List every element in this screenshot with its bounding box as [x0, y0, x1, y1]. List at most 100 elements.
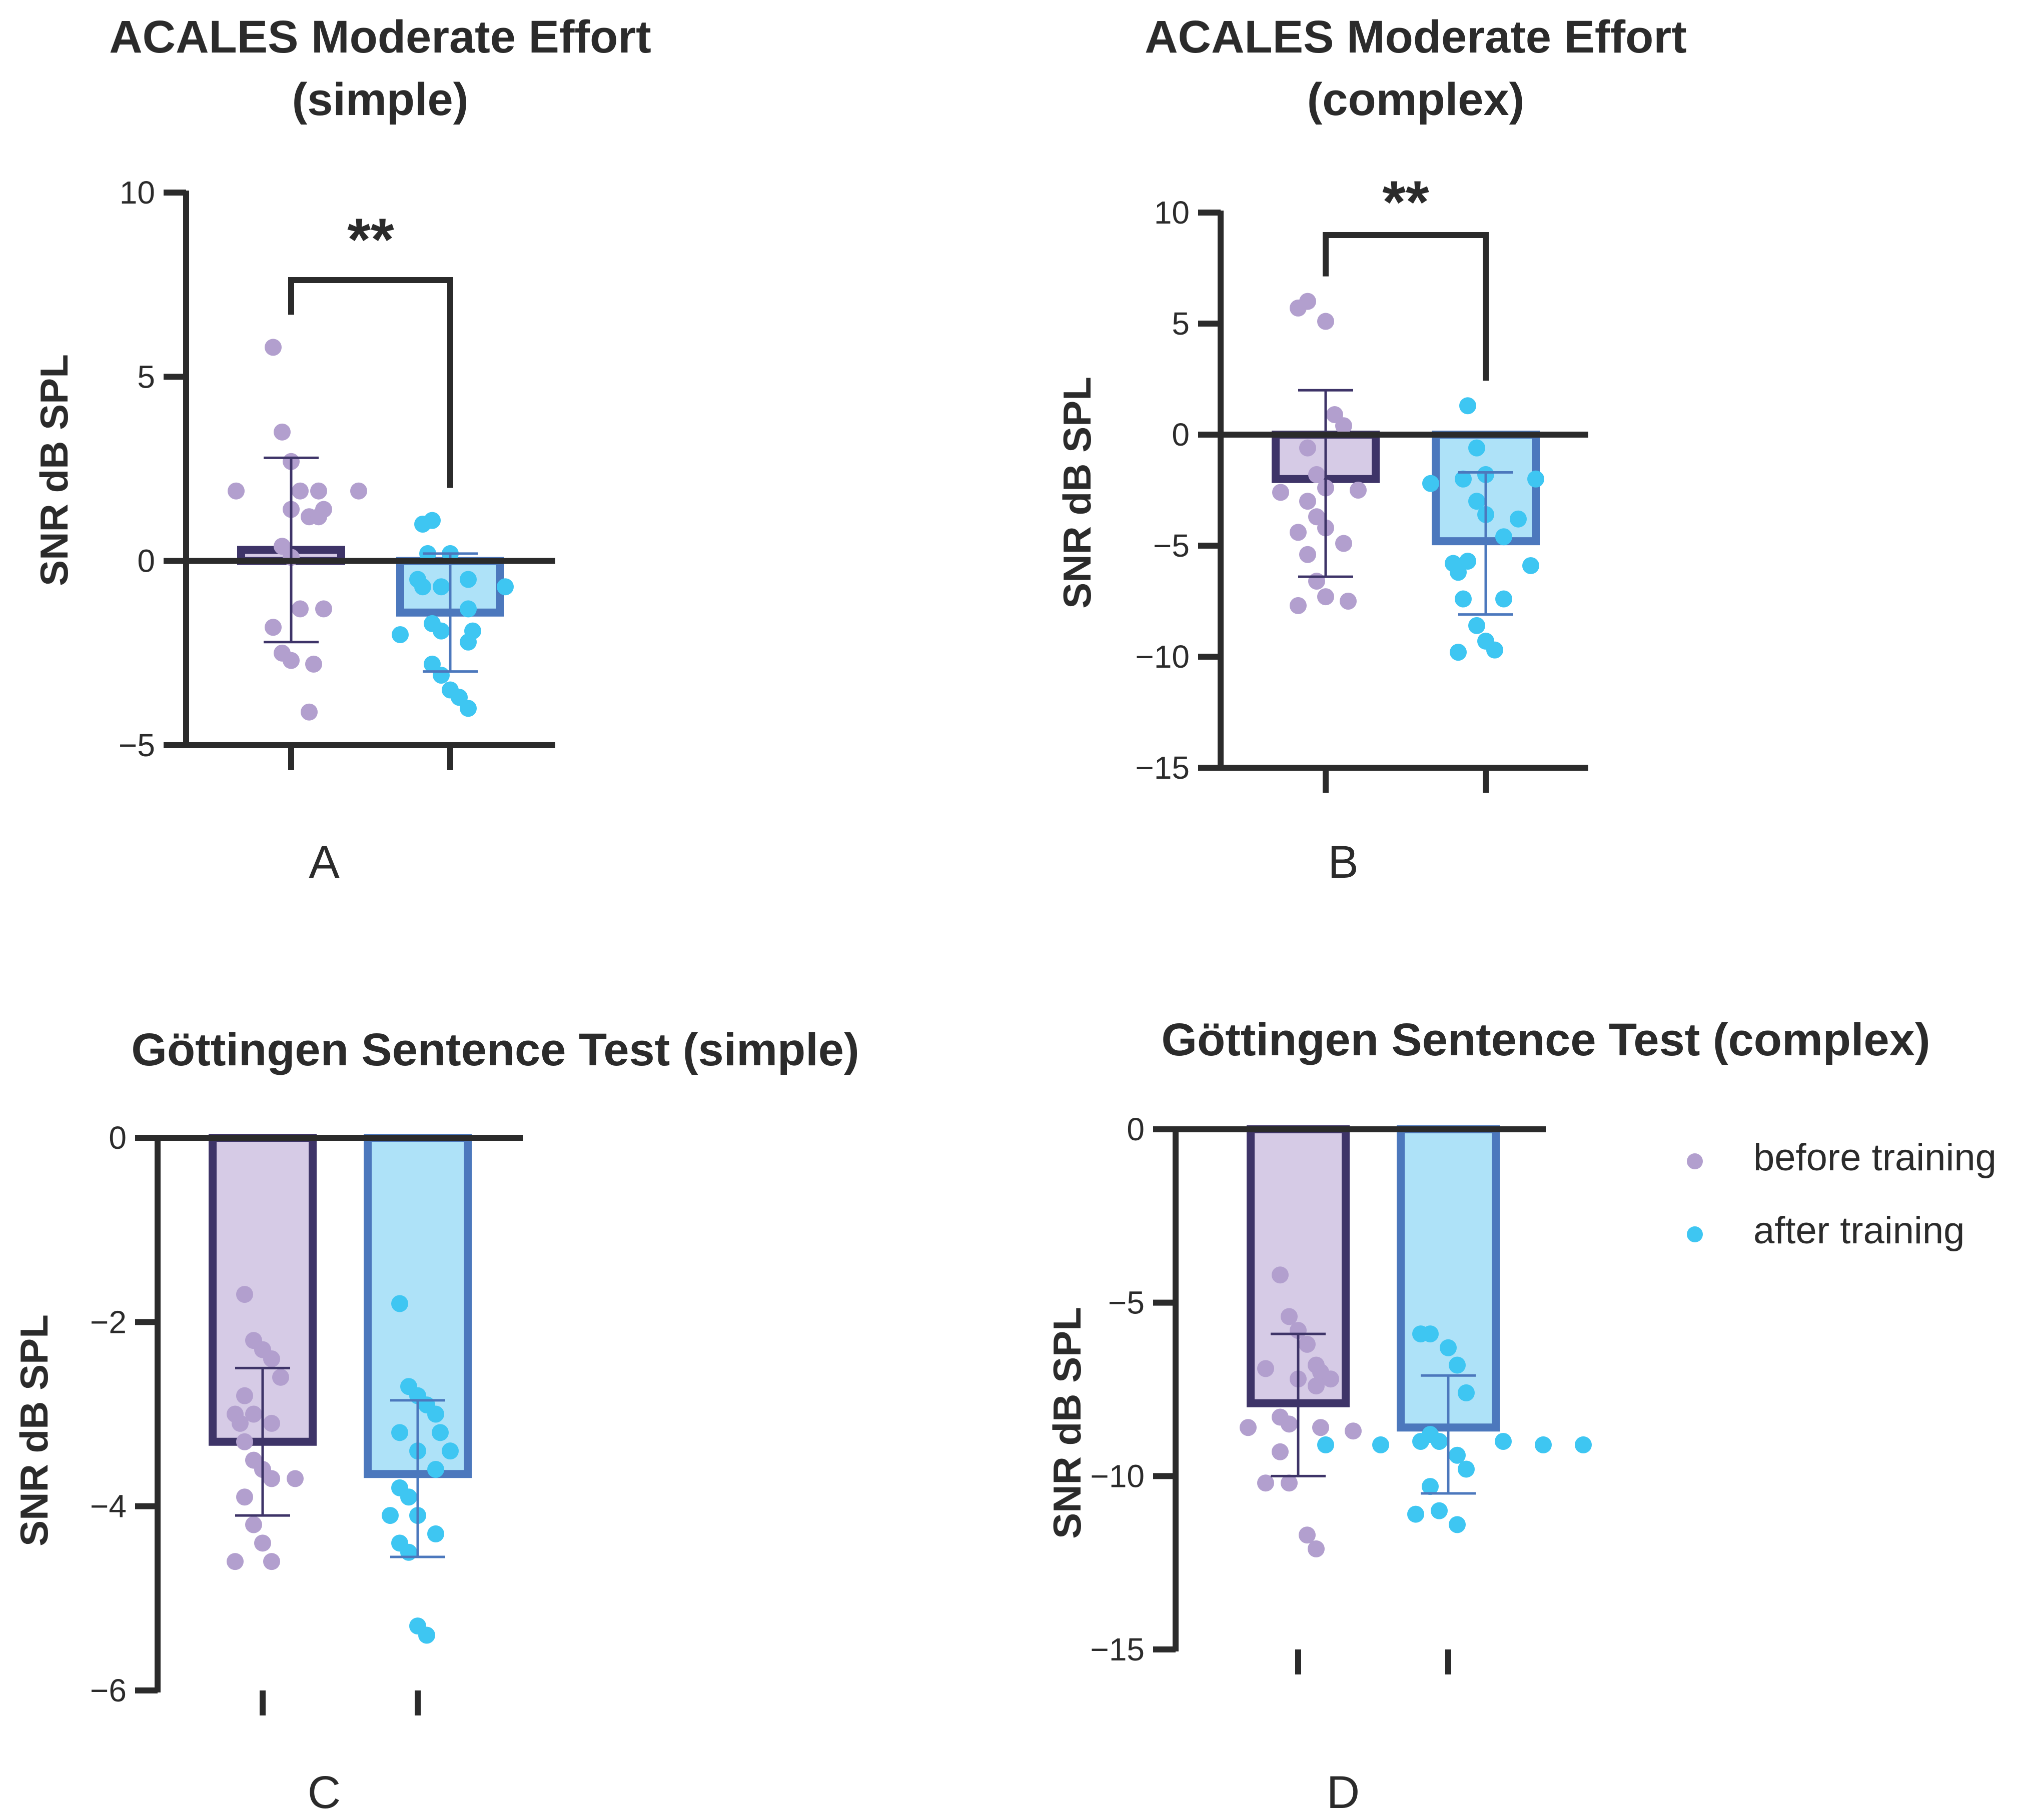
panel-a-point-before [228, 482, 245, 500]
panel-d-point-before [1308, 1540, 1325, 1557]
panel-a-point-after [497, 578, 514, 596]
panel-c-point-before [263, 1470, 280, 1487]
panel-c-point-before [263, 1414, 280, 1432]
panel-a-y-tick-label: 0 [137, 543, 155, 579]
panel-b-title-line-1: ACALES Moderate Effort [1145, 12, 1687, 63]
panel-c-letter: C [308, 1767, 341, 1818]
panel-b-point-before [1308, 466, 1325, 483]
panel-d-point-after [1412, 1325, 1429, 1343]
panel-b-point-after [1468, 617, 1485, 634]
panel-b-y-tick-label: −5 [1153, 528, 1190, 564]
panel-b-point-after [1459, 553, 1476, 570]
panel-a-point-before [265, 339, 282, 356]
panel-b-point-before [1299, 546, 1316, 563]
panel-b-point-before [1308, 573, 1325, 590]
panel-b-point-after [1522, 557, 1539, 574]
panel-c-point-after [391, 1424, 408, 1441]
panel-a-significance-marker: ** [347, 206, 394, 273]
panel-d: Göttingen Sentence Test (complex) SNR dB… [1045, 1014, 1930, 1818]
panel-d-point-before [1272, 1266, 1289, 1284]
panel-d-point-after [1431, 1433, 1448, 1450]
panel-b-point-after [1495, 528, 1512, 546]
panel-b-point-before [1335, 417, 1352, 435]
panel-b-point-after [1455, 470, 1472, 488]
panel-d-point-before [1272, 1443, 1289, 1460]
panel-d-point-after [1317, 1436, 1334, 1453]
panel-b-point-after [1527, 470, 1544, 488]
panel-d-point-before [1240, 1419, 1257, 1436]
panel-b-point-before [1290, 299, 1307, 317]
panel-a-point-before [305, 655, 322, 673]
panel-d-point-after [1407, 1505, 1424, 1523]
panel-b-point-after [1422, 475, 1439, 492]
legend-swatch-before-training [1687, 1153, 1703, 1169]
panel-c-y-tick-label: −2 [90, 1304, 127, 1340]
panel-d-point-before [1257, 1360, 1274, 1377]
panel-b-y-tick-label: 0 [1172, 417, 1190, 453]
panel-a-point-after [414, 578, 431, 596]
panel-c-point-before [236, 1433, 253, 1450]
panel-c-point-before [272, 1368, 289, 1386]
panel-d-point-before [1308, 1377, 1325, 1395]
panel-a-point-after [433, 667, 450, 684]
panel-b-point-after [1450, 564, 1467, 581]
panel-c-y-tick-label: 0 [109, 1120, 127, 1156]
panel-b-y-tick-label: 5 [1172, 306, 1190, 342]
panel-d-point-after [1449, 1516, 1466, 1533]
panel-c-point-before [245, 1516, 262, 1533]
panel-d-point-before [1299, 1526, 1316, 1544]
panel-b-point-before [1290, 524, 1307, 541]
panel-a-point-after [414, 516, 431, 533]
panel-c-title: Göttingen Sentence Test (simple) [131, 1024, 859, 1075]
panel-b-point-after [1486, 641, 1503, 659]
panel-a-letter: A [309, 837, 340, 888]
panel-d-point-before [1281, 1308, 1298, 1325]
panel-d-point-after [1440, 1339, 1457, 1356]
panel-c-point-after [400, 1488, 417, 1506]
panel-c-y-tick-label: −4 [90, 1488, 127, 1524]
panel-a-point-after [460, 633, 477, 651]
panel-b-point-after [1468, 439, 1485, 457]
panel-b-y-tick-label: −15 [1135, 750, 1190, 786]
panel-c-point-after [427, 1525, 444, 1542]
panel-b-significance-bracket [1323, 232, 1489, 381]
panel-b-point-after [1459, 397, 1476, 415]
panel-a-y-tick-label: 5 [137, 359, 155, 395]
panel-d-y-tick-label: −5 [1108, 1285, 1145, 1321]
panel-b-y-tick-label: 10 [1154, 195, 1190, 231]
panel-a-y-tick-label: 10 [120, 175, 155, 211]
panel-d-point-after [1458, 1384, 1475, 1401]
panel-b-point-after [1468, 493, 1485, 510]
panel-c-point-after [432, 1424, 449, 1441]
panel-c-point-after [442, 1442, 459, 1460]
panel-c-point-after [427, 1461, 444, 1478]
panel-a-title-line-2: (simple) [292, 74, 469, 125]
legend-label-before-training: before training [1753, 1136, 1996, 1179]
panel-d-point-after [1372, 1436, 1389, 1453]
panel-b-letter: B [1328, 837, 1358, 888]
panel-d-point-after [1535, 1436, 1552, 1453]
panel-a-point-after [433, 622, 450, 640]
panel-d-title: Göttingen Sentence Test (complex) [1162, 1014, 1930, 1065]
panel-b-point-after [1510, 510, 1527, 528]
panel-d-y-axis-label: SNR dB SPL [1045, 1307, 1089, 1539]
panel-d-point-after [1495, 1433, 1512, 1450]
panel-a-point-after [392, 626, 409, 643]
panel-d-point-before [1322, 1370, 1339, 1388]
panel-b-point-before [1317, 313, 1334, 330]
panel-c-point-before [236, 1387, 253, 1404]
panel-d-point-before [1299, 1335, 1316, 1353]
panel-b-point-before [1350, 482, 1367, 499]
panel-d-point-before [1281, 1415, 1298, 1433]
panel-c-point-before [236, 1286, 253, 1303]
panel-d-letter: D [1327, 1767, 1360, 1818]
panel-b-point-before [1335, 535, 1352, 552]
panel-d-point-before [1345, 1422, 1362, 1440]
panel-d-point-before [1312, 1419, 1329, 1436]
panel-a-point-after [433, 578, 450, 596]
panel-c-point-before [287, 1470, 304, 1487]
panel-d-point-after [1431, 1502, 1448, 1519]
panel-d-point-after [1449, 1356, 1466, 1374]
panel-c-point-before [263, 1350, 280, 1367]
